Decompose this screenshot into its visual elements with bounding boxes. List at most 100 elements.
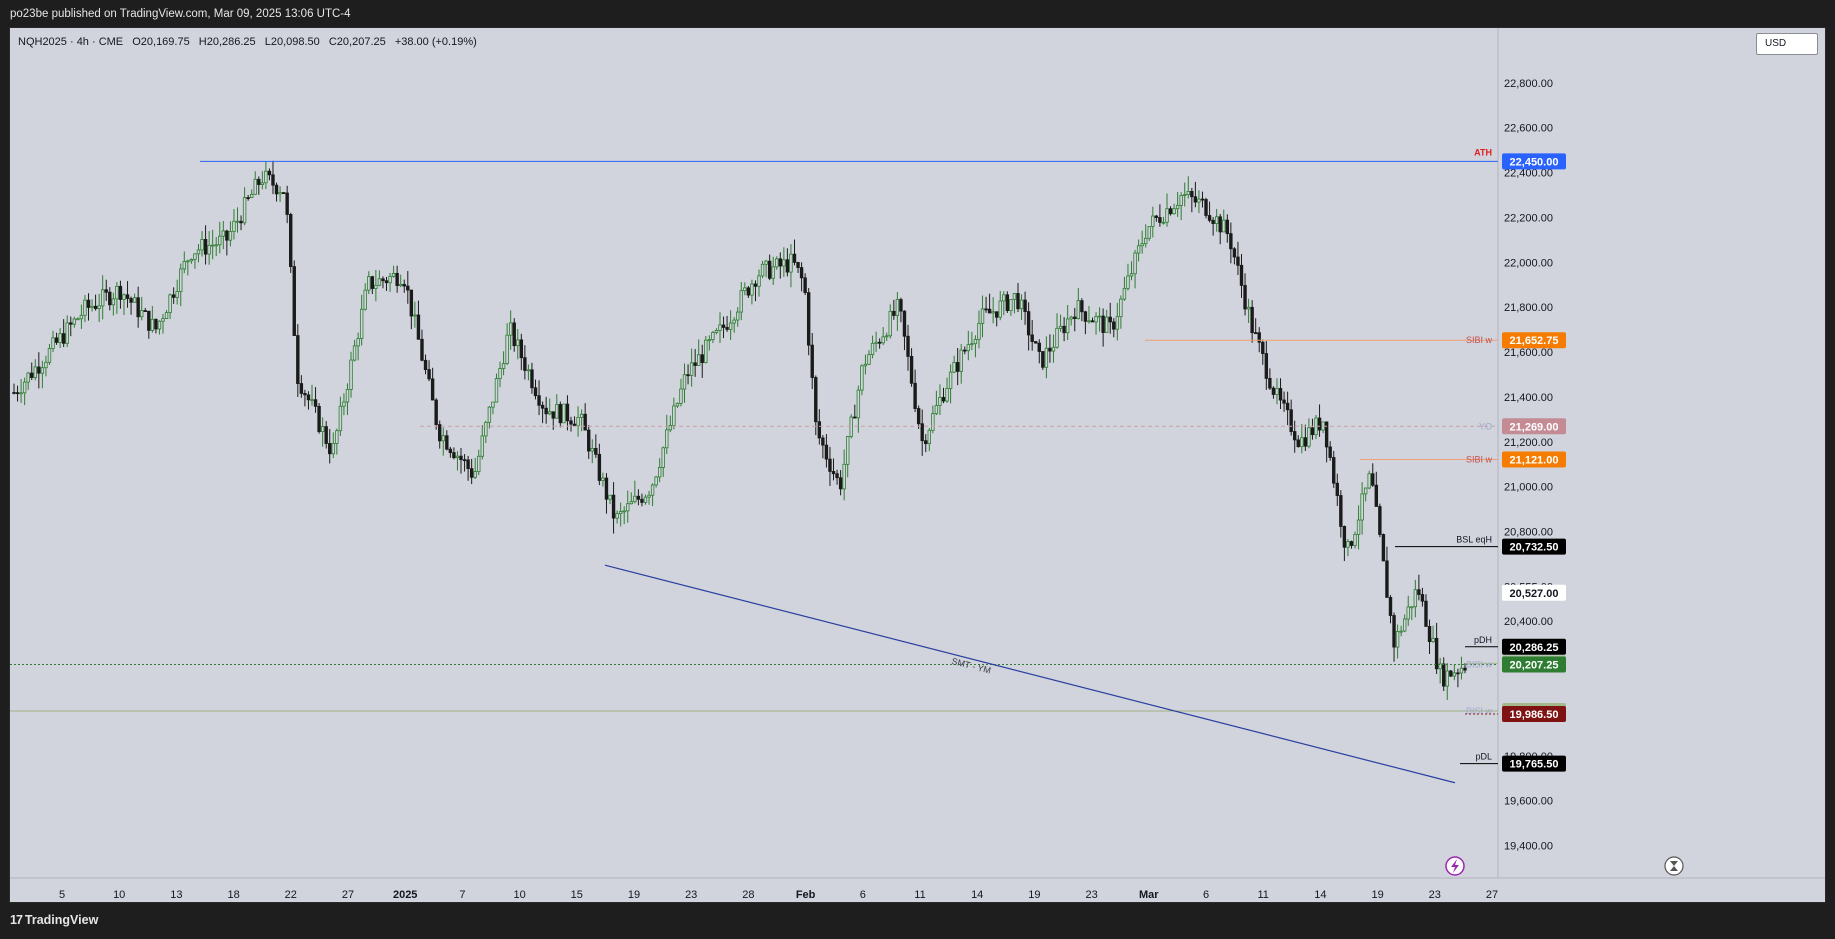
candle-body [679,388,683,404]
candle-body [1271,387,1276,395]
candle-body [799,267,804,279]
y-tick-label: 21,800.00 [1504,302,1553,314]
x-tick-label: 11 [914,889,925,901]
candle-body [927,429,932,445]
x-tick-label: 19 [1028,889,1040,901]
chart-area[interactable]: 19,400.0019,600.0019,800.0020,000.0020,2… [9,27,1826,903]
candle-body [391,272,396,277]
candle-body [466,459,470,469]
candle-body [523,357,527,371]
candle-body [1257,332,1261,343]
candle-body [1417,589,1421,595]
price-tag-text: 21,652.75 [1510,335,1559,347]
candle-body [1449,670,1453,677]
candle-body [200,238,204,251]
x-tick-label: 19 [628,889,640,901]
candle-body [916,408,921,425]
candle-body [175,291,179,298]
candle-body [1048,347,1052,352]
candle-body [257,178,261,185]
candle-body [718,324,722,331]
candle-body [1037,342,1041,352]
candle-body [189,258,194,262]
candle-body [30,372,34,378]
candle-body [1168,208,1173,215]
candle-body [274,184,279,195]
candle-body [1459,667,1464,674]
candle-body [140,310,144,318]
candle-body [629,501,633,505]
candle-body [69,322,73,325]
timer-icon[interactable] [1664,856,1684,876]
candle-body [537,395,541,406]
candle-body [86,299,91,308]
candle-body [1463,667,1467,671]
y-tick-label: 21,000.00 [1504,482,1553,494]
x-tick-label: 19 [1371,889,1383,901]
candle-body [909,355,914,384]
candle-body [540,404,545,409]
candle-body [1097,315,1102,318]
smt-trendline[interactable] [604,564,1456,784]
candle-body [1289,409,1293,432]
candle-body [374,284,378,289]
level-label: YO [1479,421,1492,431]
x-tick-label: 6 [1203,889,1209,901]
candle-body [1144,237,1148,245]
candle-body [491,401,495,408]
candle-body [1218,216,1222,233]
candle-body [469,468,474,478]
price-tag: 20,732.50 [1502,538,1566,555]
candle-body [1388,597,1393,616]
y-tick-label: 22,200.00 [1504,212,1553,224]
candle-body [675,402,680,407]
candle-body [874,341,878,344]
x-tick-label: 5 [59,889,65,901]
candle-body [228,231,233,241]
candle-body [689,362,694,376]
currency-selector[interactable]: USD [1756,33,1818,55]
candle-body [179,268,183,292]
candle-body [1395,631,1400,648]
candle-body [920,423,924,442]
candle-body [973,338,978,345]
price-tag-text: 22,450.00 [1510,156,1559,168]
candle-body [320,426,325,433]
candle-body [1349,541,1354,546]
candle-body [416,314,421,340]
candle-body [402,283,406,287]
candle-body [1101,315,1105,333]
candle-body [665,429,669,449]
y-tick-label: 22,000.00 [1504,257,1553,269]
candle-body [303,393,307,396]
candle-body [1324,421,1329,448]
candle-body [771,266,775,279]
candle-body [193,253,197,260]
candle-body [846,436,850,465]
candle-body [941,396,946,402]
candle-body [452,452,456,459]
candle-body [1310,427,1315,436]
price-chart[interactable]: 19,400.0019,600.0019,800.0020,000.0020,2… [10,28,1826,903]
lightning-icon[interactable] [1445,856,1465,876]
candle-body [406,285,410,291]
x-tick-label: 23 [1085,889,1097,901]
candle-body [345,389,350,403]
candle-body [1009,299,1013,311]
candle-body [767,260,772,279]
candle-body [1140,243,1144,247]
candle-body [1413,589,1418,608]
candle-body [817,421,822,439]
candle-body [1445,670,1449,687]
candle-body [572,423,577,427]
candle-body [1186,191,1190,195]
candle-body [1371,473,1375,486]
tradingview-logo[interactable]: 17 TradingView [10,913,98,927]
candle-body [1175,204,1180,210]
candle-body [480,435,484,457]
candle-body [693,362,697,366]
candle-body [987,308,992,314]
candle-body [22,381,27,394]
x-tick-label: Mar [1139,889,1159,901]
candle-body [1328,446,1332,458]
